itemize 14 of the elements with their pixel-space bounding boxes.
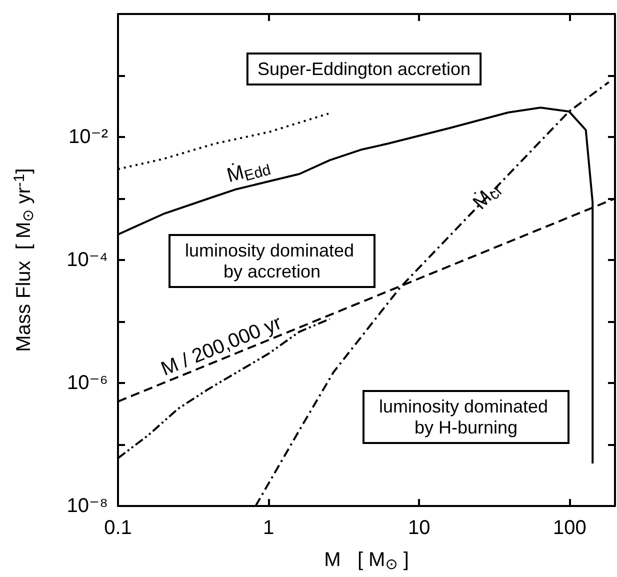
y-tick-label: 10⁻⁸ xyxy=(66,495,108,517)
x-tick-label: 0.1 xyxy=(104,517,132,539)
x-tick-label: 100 xyxy=(552,517,586,539)
annotation: luminosity dominated by H-burning xyxy=(378,396,554,438)
y-tick-label: 10⁻⁶ xyxy=(66,372,108,394)
y-tick-label: 10⁻⁴ xyxy=(66,249,108,271)
x-tick-label: 10 xyxy=(408,517,430,539)
x-axis-title: M [ M⊙ ] xyxy=(324,549,409,573)
text: ṀEdd xyxy=(224,160,273,188)
annotation: Super-Eddington accretion xyxy=(257,59,471,79)
x-tick-label: 1 xyxy=(262,517,274,539)
annotation: luminosity dominated by accretion xyxy=(184,240,360,282)
y-tick-label: 10⁻² xyxy=(68,126,108,148)
y-axis-title: Mass Flux [ M⊙ yr-1] xyxy=(11,168,37,352)
